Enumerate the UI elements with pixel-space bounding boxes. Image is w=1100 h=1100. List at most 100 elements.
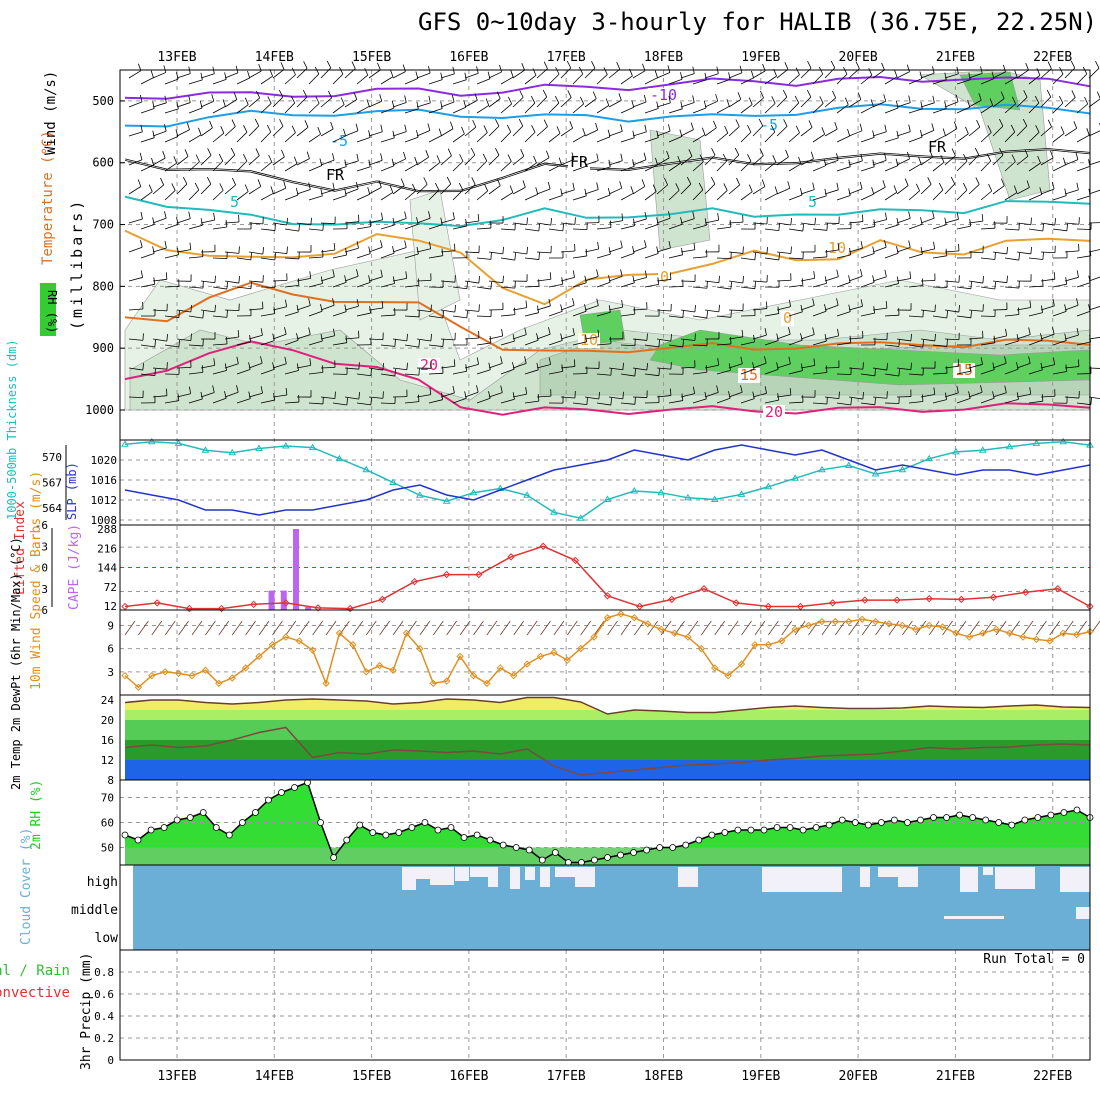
- wind-barb-flag: [710, 176, 716, 185]
- wind-barb: [884, 314, 899, 317]
- wind-barb: [1052, 311, 1067, 317]
- wind-barb-flag: [284, 356, 287, 364]
- wind-barb: [944, 365, 959, 369]
- wind-barb: [464, 280, 479, 284]
- rh2m-line-point: [265, 796, 272, 804]
- wind-barb-flag: [195, 154, 200, 162]
- wind-barb-flag: [819, 96, 824, 104]
- wind-barb-flag: [1040, 305, 1043, 313]
- surface-wind-barb: [486, 620, 498, 636]
- clear-sky-block: [510, 867, 520, 889]
- wind-barb: [272, 125, 284, 137]
- wind-barb: [560, 127, 573, 137]
- wind-barb: [248, 362, 263, 369]
- wind-barb: [608, 220, 623, 224]
- wind-barb: [872, 219, 887, 224]
- wind-barb-flag: [675, 183, 680, 191]
- rh2m-line-point: [1047, 811, 1055, 819]
- wind-speed-line-point: [845, 617, 853, 626]
- wind-barb: [824, 97, 836, 108]
- wind-barb-flag: [1016, 392, 1019, 400]
- thickness-line-point: [952, 447, 960, 455]
- wind-barb: [716, 132, 729, 143]
- wind-barb-flag: [224, 72, 227, 80]
- wind-barb: [332, 166, 347, 172]
- wind-barb: [548, 340, 563, 346]
- contour-label-bg: [738, 368, 760, 383]
- wind-speed-line-point: [1032, 635, 1041, 644]
- wind-barb-flag: [764, 328, 767, 336]
- wind-barb-flag: [857, 92, 862, 100]
- wind-barb: [1088, 161, 1100, 166]
- wind-barb: [788, 163, 802, 172]
- x-tick-bottom: 16FEB: [449, 1069, 488, 1084]
- surface-wind-barb: [419, 620, 431, 636]
- wind-barb-flag: [188, 211, 191, 219]
- wind-barb-flag: [470, 147, 476, 156]
- wind-barb: [848, 221, 863, 224]
- wind-barb: [1028, 400, 1043, 404]
- rh-tick: 70: [101, 792, 114, 805]
- wind-speed-line-point: [1019, 633, 1027, 641]
- wind-barb-flag: [874, 368, 876, 376]
- wind-barb: [1076, 228, 1092, 230]
- wind-barb-flag: [543, 61, 548, 69]
- wind-barb-flag: [951, 148, 956, 156]
- wind-barb: [1016, 251, 1031, 255]
- wind-barb-flag: [446, 176, 452, 185]
- surface-wind-barb: [647, 620, 659, 636]
- wind-barb: [752, 251, 767, 255]
- surface-wind-barb: [446, 620, 457, 636]
- wind-speed-line-point: [1046, 637, 1054, 645]
- wind-barb: [524, 162, 537, 172]
- wind-barb: [656, 367, 671, 370]
- wind-barb: [152, 247, 167, 253]
- wind-barb: [788, 339, 803, 346]
- wind-barb-flag: [202, 311, 204, 319]
- x-tick-top: 13FEB: [157, 50, 196, 65]
- wind-barb-flag: [1030, 217, 1032, 225]
- precip-legend-convective: Convective: [0, 985, 70, 1001]
- wind-barb-flag: [286, 217, 288, 226]
- wind-barb: [1004, 192, 1018, 201]
- wind-barb: [932, 189, 944, 201]
- wind-barb: [812, 282, 827, 288]
- surface-wind-barb: [593, 620, 605, 636]
- wind-barb-flag: [1040, 362, 1043, 370]
- wind-barb: [560, 334, 575, 340]
- wind-barb-flag: [414, 156, 418, 165]
- wind-barb-flag: [824, 188, 827, 196]
- wind-barb: [428, 224, 443, 230]
- wind-barb: [380, 252, 395, 259]
- wind-barb: [296, 127, 309, 137]
- wind-barb-flag: [152, 217, 155, 225]
- wind-barb: [656, 338, 671, 342]
- wind-barb: [500, 257, 515, 261]
- wind-barb: [1088, 367, 1100, 369]
- cape-bar: [280, 590, 287, 610]
- wind-barb-flag: [366, 99, 370, 107]
- wind-barb-flag: [200, 218, 203, 226]
- wind-barb-flag: [1023, 90, 1028, 98]
- wind-barb-flag: [404, 124, 407, 132]
- wind-barb: [1088, 130, 1100, 137]
- wind-barb: [908, 190, 920, 201]
- wind-barb-flag: [140, 270, 143, 278]
- wind-barb: [644, 164, 658, 172]
- wind-barb-flag: [910, 362, 912, 370]
- wind-barb: [224, 336, 239, 340]
- wind-barb-flag: [656, 217, 659, 225]
- lifted-index-line-point: [989, 593, 998, 601]
- wind-barb: [224, 309, 240, 312]
- wind-barb: [1040, 278, 1055, 282]
- wind-barb: [260, 340, 275, 346]
- wind-barb-flag: [247, 70, 251, 79]
- surface-wind-barb: [781, 620, 793, 636]
- thickness-line-point: [121, 440, 129, 447]
- wind-barb: [836, 135, 850, 143]
- thickness-line-point: [415, 491, 424, 498]
- wind-barb-flag: [502, 246, 504, 254]
- wind-barb: [272, 187, 286, 195]
- wind-barb: [776, 187, 790, 195]
- wind-barb: [860, 373, 875, 377]
